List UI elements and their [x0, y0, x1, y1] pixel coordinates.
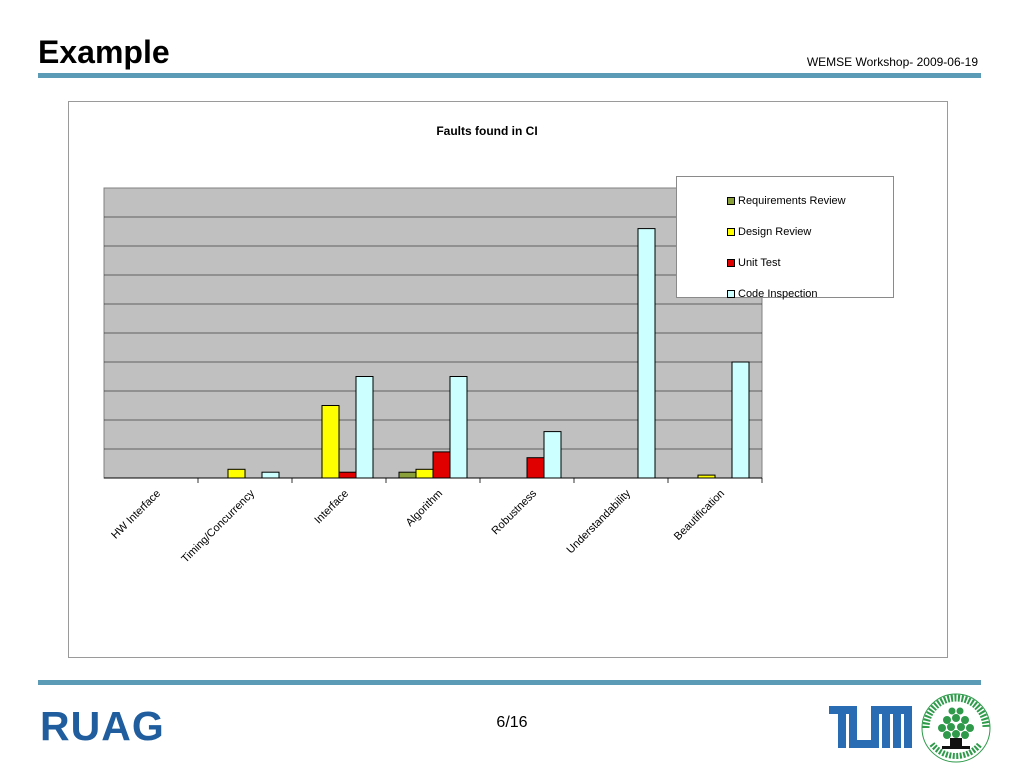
tum-logo	[829, 706, 912, 748]
legend-label: Requirements Review	[738, 194, 846, 207]
legend-label: Unit Test	[738, 256, 781, 269]
bar-code-inspection	[355, 376, 374, 479]
x-tick-label: Robustness	[490, 487, 540, 537]
bar-unit-test	[338, 471, 357, 479]
x-tick-label: Timing/Concurrency	[179, 487, 257, 565]
x-tick-label: Understandability	[565, 487, 634, 556]
bar-code-inspection	[731, 361, 750, 479]
plot-area: HW Interface Timing/Concurrency Interface A…	[103, 187, 763, 565]
page-number: 6/16	[496, 714, 528, 731]
bth-logo	[921, 693, 991, 763]
slide-title: Example	[38, 34, 170, 70]
header-rule	[38, 73, 981, 78]
legend-label: Design Review	[738, 225, 812, 238]
bar-code-inspection	[449, 376, 468, 479]
legend-swatch-design-review	[727, 227, 735, 236]
x-tick-label: Algorithm	[404, 488, 445, 529]
footer-rule	[38, 680, 981, 685]
bar-unit-test	[526, 457, 545, 479]
legend-label: Code Inspection	[738, 287, 818, 300]
legend-item-design-review: Design Review	[677, 216, 893, 247]
bar-unit-test	[432, 451, 451, 479]
legend-item-code-inspection: Code Inspection	[677, 278, 893, 309]
legend-swatch-code-inspection	[727, 289, 735, 298]
bar-code-inspection	[543, 431, 562, 479]
legend-swatch-unit-test	[727, 258, 735, 267]
bar-requirements-review	[398, 471, 417, 479]
bar-design-review	[227, 468, 246, 479]
bar-code-inspection	[637, 228, 656, 479]
x-tick-label: Beautification	[672, 488, 727, 543]
bar-code-inspection	[261, 471, 280, 479]
chart-legend: Requirements Review Design Review Unit T…	[676, 176, 894, 300]
bar-chart: Faults found in CI HW Interface Timing/Co…	[103, 124, 763, 565]
ruag-logo: RUAG	[40, 703, 165, 749]
x-tick-label: Interface	[312, 488, 351, 527]
workshop-date-label: WEMSE Workshop- 2009-06-19	[806, 55, 978, 69]
legend-item-unit-test: Unit Test	[677, 247, 893, 278]
legend-item-requirements-review: Requirements Review	[677, 185, 893, 216]
legend-swatch-requirements-review	[727, 196, 735, 205]
bar-design-review	[415, 468, 434, 479]
chart-title: Faults found in CI	[436, 124, 537, 138]
bar-design-review	[321, 405, 340, 479]
x-tick-label: HW Interface	[109, 488, 163, 542]
